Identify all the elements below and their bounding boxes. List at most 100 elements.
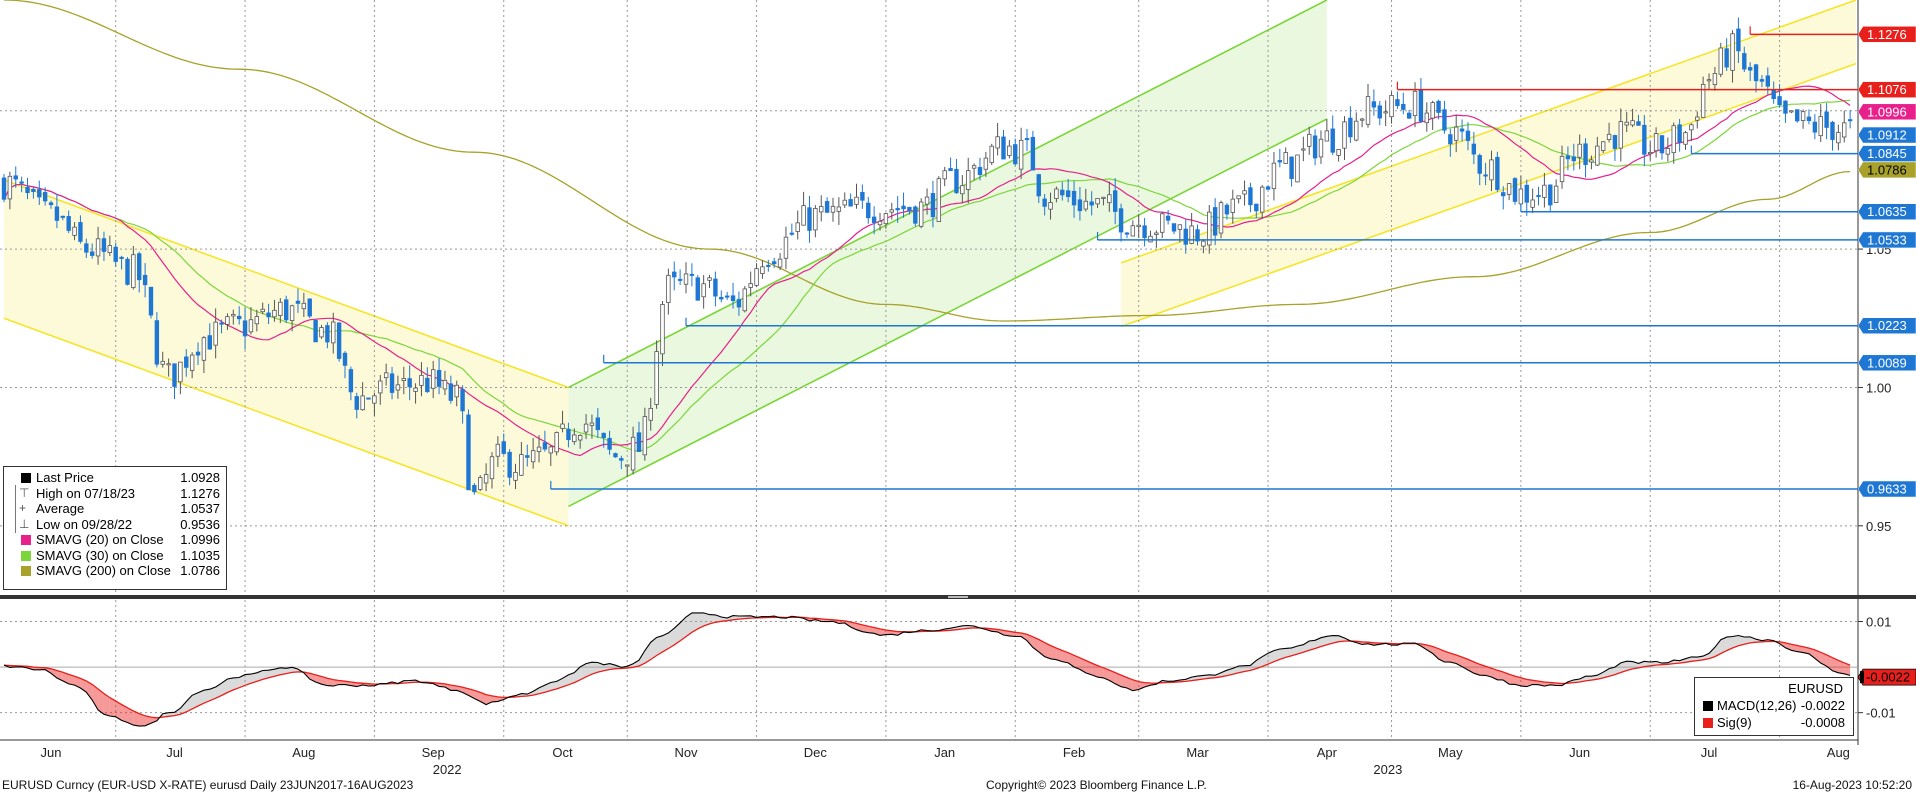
candle-body-99 xyxy=(583,423,589,433)
legend-tree-line xyxy=(15,485,16,533)
candle-body-301 xyxy=(1771,89,1776,100)
macd-fill-250 xyxy=(1473,661,1480,676)
candle-body-156 xyxy=(918,201,924,227)
candle-body-148 xyxy=(871,216,877,223)
macd-fill-180 xyxy=(1062,650,1069,663)
legend-swatch-4 xyxy=(21,535,31,545)
candle-body-152 xyxy=(895,208,900,211)
candle-body-145 xyxy=(854,196,859,205)
macd-fill-77 xyxy=(456,686,463,693)
candle-body-144 xyxy=(848,199,853,207)
macd-fill-188 xyxy=(1109,670,1116,684)
candle-body-112 xyxy=(660,304,665,355)
candle-body-98 xyxy=(577,435,583,441)
legend-value-2: 1.0537 xyxy=(180,501,220,516)
candle-body-40 xyxy=(236,315,242,320)
candle-body-132 xyxy=(777,258,783,268)
macd-fill-149 xyxy=(880,628,886,636)
candle-body-117 xyxy=(689,273,695,276)
macd-fill-16 xyxy=(98,689,104,715)
candle-body-3 xyxy=(19,181,24,184)
candle-body-140 xyxy=(824,201,830,213)
macd-fill-75 xyxy=(445,683,451,691)
candle-body-222 xyxy=(1307,133,1312,147)
candle-body-269 xyxy=(1583,143,1588,165)
macd-fill-84 xyxy=(497,696,504,702)
macd-fill-38 xyxy=(227,677,234,693)
legend-value-6: 1.0786 xyxy=(180,563,220,578)
candle-body-55 xyxy=(325,325,330,343)
candle-body-165 xyxy=(971,165,977,169)
candle-body-263 xyxy=(1548,184,1553,206)
macd-fill-110 xyxy=(650,637,657,660)
legend-value-4: 1.0996 xyxy=(180,532,220,547)
candle-body-106 xyxy=(625,464,630,467)
candle-body-157 xyxy=(924,196,930,205)
macd-fill-292 xyxy=(1720,637,1727,654)
macd-fill-46 xyxy=(274,667,281,677)
candle-body-288 xyxy=(1695,116,1700,121)
candle-body-44 xyxy=(260,308,265,313)
price-tag-bg-1.0223 xyxy=(1857,317,1916,334)
macd-fill-217 xyxy=(1279,648,1286,660)
candle-body-143 xyxy=(842,199,847,206)
candle-body-73 xyxy=(430,369,436,389)
macd-fill-185 xyxy=(1091,663,1098,678)
macd-legend: EURUSD MACD(12,26) -0.0022 Sig(9) -0.000… xyxy=(1694,677,1854,736)
candle-body-167 xyxy=(983,157,989,170)
macd-fill-293 xyxy=(1726,636,1733,651)
macd-fill-119 xyxy=(703,612,710,626)
macd-fill-255 xyxy=(1503,672,1510,685)
candle-body-202 xyxy=(1189,225,1194,244)
candle-body-305 xyxy=(1795,109,1800,122)
candle-body-52 xyxy=(307,298,312,317)
month-label-jun-12: Jun xyxy=(1569,745,1590,760)
candle-body-250 xyxy=(1471,143,1477,155)
macd-fill-47 xyxy=(280,667,287,675)
macd-fill-37 xyxy=(221,679,228,696)
candle-body-20 xyxy=(119,256,124,259)
macd-fill-36 xyxy=(215,683,222,699)
candle-body-93 xyxy=(548,446,553,454)
candle-body-7 xyxy=(42,192,48,202)
candle-body-246 xyxy=(1448,134,1453,145)
macd-fill-245 xyxy=(1444,651,1451,663)
candle-body-280 xyxy=(1648,152,1653,155)
candle-body-5 xyxy=(31,188,36,192)
macd-fill-274 xyxy=(1614,662,1621,675)
price-tag-bg-1.0845 xyxy=(1857,145,1916,162)
candle-body-203 xyxy=(1195,229,1200,242)
candle-body-102 xyxy=(601,432,606,438)
macd-fill-304 xyxy=(1791,644,1798,652)
candle-body-262 xyxy=(1542,184,1547,198)
candle-body-85 xyxy=(501,441,506,454)
macd-tag-bg xyxy=(1857,668,1916,686)
channel-upper-0 xyxy=(3,179,569,389)
candle-body-287 xyxy=(1689,124,1694,131)
candle-body-308 xyxy=(1812,121,1818,133)
candle-body-67 xyxy=(395,384,401,391)
macd-fill-308 xyxy=(1814,649,1821,663)
candle-body-172 xyxy=(1013,144,1018,165)
candle-body-42 xyxy=(248,319,254,333)
macd-fill-246 xyxy=(1450,653,1457,664)
macd-fill-173 xyxy=(1021,633,1027,641)
candle-body-107 xyxy=(630,436,636,471)
candle-body-270 xyxy=(1589,159,1594,163)
candle-body-129 xyxy=(760,266,765,275)
candle-body-221 xyxy=(1301,148,1306,151)
candle-body-29 xyxy=(172,363,177,387)
candle-body-135 xyxy=(795,222,800,232)
candle-body-89 xyxy=(525,455,530,458)
candle-body-110 xyxy=(648,407,653,421)
candle-body-303 xyxy=(1783,100,1788,114)
candle-body-297 xyxy=(1747,67,1753,71)
candle-body-62 xyxy=(366,397,371,400)
macd-fill-224 xyxy=(1321,636,1327,647)
candle-body-267 xyxy=(1571,156,1576,162)
macd-fill-275 xyxy=(1620,661,1627,673)
month-label-aug-14: Aug xyxy=(1827,745,1850,760)
candle-body-161 xyxy=(948,168,953,171)
candle-body-4 xyxy=(25,186,30,194)
candle-body-201 xyxy=(1183,228,1188,245)
